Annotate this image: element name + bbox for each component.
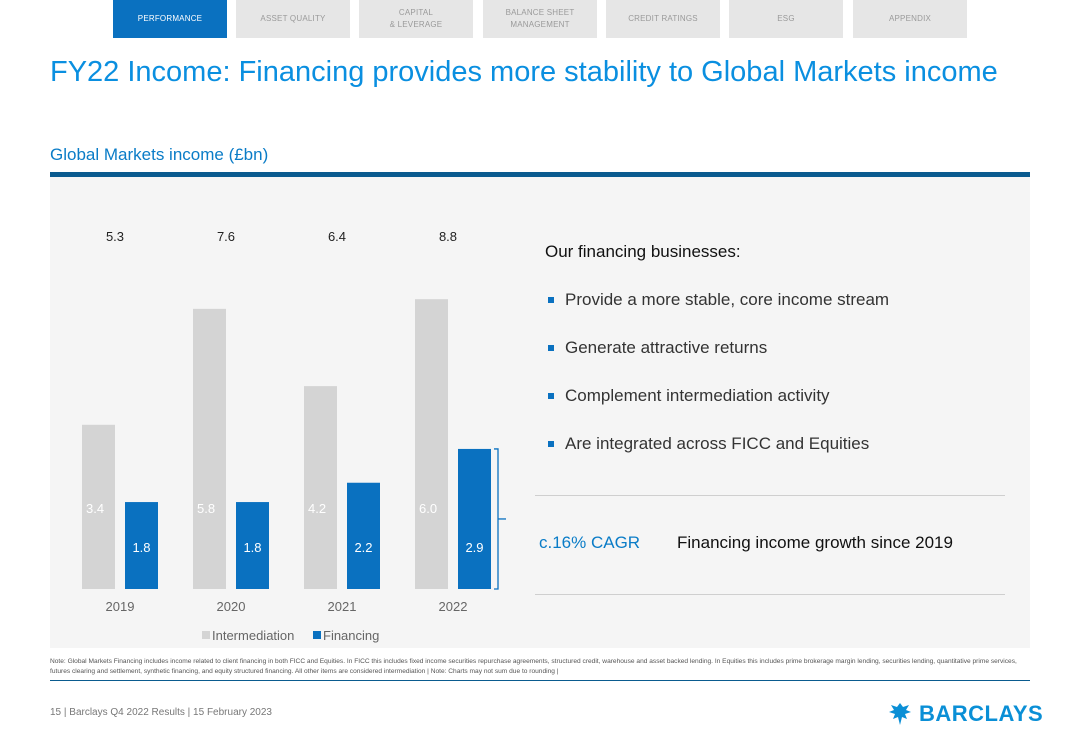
- bullet-text: Complement intermediation activity: [565, 386, 830, 405]
- tab-performance[interactable]: PERFORMANCE: [113, 0, 227, 38]
- page-title: FY22 Income: Financing provides more sta…: [50, 56, 998, 88]
- financing-bullets: Provide a more stable, core income strea…: [548, 290, 889, 482]
- tab-credit-ratings[interactable]: CREDIT RATINGS: [606, 0, 720, 38]
- financing-bar: [347, 482, 380, 589]
- intermediation-value-label: 4.2: [308, 501, 326, 516]
- bullet-item: Are integrated across FICC and Equities: [548, 434, 889, 482]
- eagle-icon: [889, 703, 911, 725]
- financing-value-label: 2.9: [465, 540, 483, 555]
- bullet-text: Provide a more stable, core income strea…: [565, 290, 890, 309]
- legend-label: Intermediation: [212, 628, 294, 643]
- bullet-square-icon: [548, 441, 554, 447]
- footer-text: 15 | Barclays Q4 2022 Results | 15 Febru…: [50, 707, 272, 718]
- intermediation-bar: [82, 424, 115, 589]
- barclays-logo: BARCLAYS: [887, 700, 1043, 728]
- bullet-item: Complement intermediation activity: [548, 386, 889, 434]
- intermediation-legend-swatch: [202, 631, 210, 639]
- intermediation-bar: [193, 308, 226, 589]
- tab-balance-sheet-management[interactable]: BALANCE SHEET MANAGEMENT: [483, 0, 597, 38]
- x-tick-label: 2020: [217, 599, 246, 614]
- bullet-square-icon: [548, 345, 554, 351]
- intermediation-value-label: 5.8: [197, 501, 215, 516]
- tab-appendix[interactable]: APPENDIX: [853, 0, 967, 38]
- divider: [535, 495, 1005, 496]
- financing-bar: [236, 502, 269, 589]
- total-value-label: 7.6: [217, 229, 235, 244]
- x-tick-label: 2021: [328, 599, 357, 614]
- financing-value-label: 2.2: [354, 540, 372, 555]
- cagr-bracket: [494, 448, 499, 590]
- chart-subtitle: Global Markets income (£bn): [50, 145, 269, 164]
- bullet-text: Generate attractive returns: [565, 338, 768, 357]
- tab-esg[interactable]: ESG: [729, 0, 843, 38]
- footnote: Note: Global Markets Financing includes …: [50, 658, 1017, 675]
- total-value-label: 8.8: [439, 229, 457, 244]
- legend-label: Financing: [323, 628, 379, 643]
- logo-text: BARCLAYS: [919, 701, 1044, 726]
- top-rule: [50, 172, 1030, 177]
- financing-value-label: 1.8: [243, 540, 261, 555]
- intermediation-value-label: 6.0: [419, 501, 437, 516]
- bullet-square-icon: [548, 297, 554, 303]
- total-value-label: 5.3: [106, 229, 124, 244]
- x-tick-label: 2019: [106, 599, 135, 614]
- bullet-item: Provide a more stable, core income strea…: [548, 290, 889, 338]
- financing-bar: [125, 502, 158, 589]
- divider: [535, 594, 1005, 595]
- bullet-item: Generate attractive returns: [548, 338, 889, 386]
- bullet-text: Are integrated across FICC and Equities: [565, 434, 870, 453]
- financing-bar: [458, 448, 491, 589]
- financing-heading: Our financing businesses:: [545, 242, 741, 261]
- intermediation-value-label: 3.4: [86, 501, 104, 516]
- bullet-square-icon: [548, 393, 554, 399]
- intermediation-bar: [415, 299, 448, 589]
- financing-value-label: 1.8: [132, 540, 150, 555]
- cagr-description: Financing income growth since 2019: [677, 533, 953, 552]
- financing-legend-swatch: [313, 631, 321, 639]
- intermediation-bar: [304, 386, 337, 589]
- tab-asset-quality[interactable]: ASSET QUALITY: [236, 0, 350, 38]
- x-tick-label: 2022: [439, 599, 468, 614]
- tab-capital-leverage[interactable]: CAPITAL & LEVERAGE: [359, 0, 473, 38]
- bottom-rule: [50, 680, 1030, 681]
- total-value-label: 6.4: [328, 229, 346, 244]
- cagr-value: c.16% CAGR: [539, 533, 641, 552]
